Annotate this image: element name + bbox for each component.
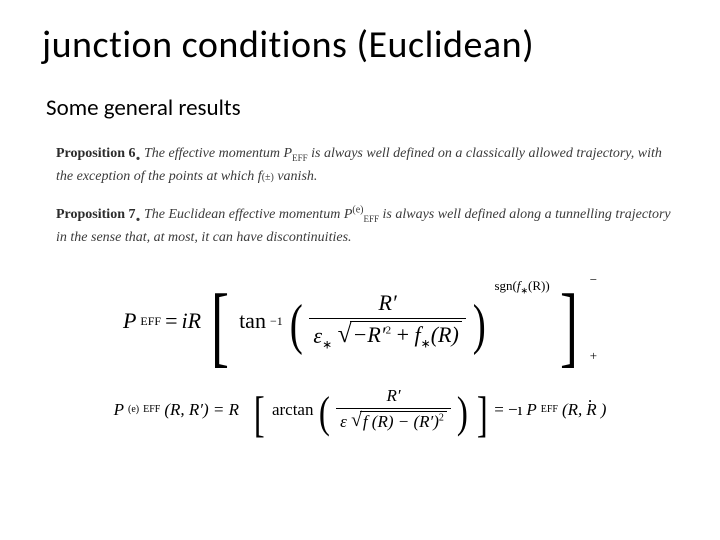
proposition-6: Proposition 6. The effective momentum PE… (56, 136, 674, 187)
eq1-fr: (R) (431, 322, 459, 347)
sqrt-icon: √ −R′2 + f∗(R) (338, 321, 462, 351)
prop7-peff-sup: (e) (352, 204, 363, 215)
eq2-rhs-args-close: ) (601, 400, 607, 420)
eq2-eps: ε (340, 412, 347, 431)
eq1-sqrt-a: −R′ (353, 322, 386, 347)
eq2-rhs: P (526, 400, 536, 420)
eq2-lhs-sup: (e) (128, 404, 139, 415)
prop6-text-a: The effective momentum (144, 146, 284, 161)
eq1-tan-sup: −1 (270, 314, 283, 329)
eq1-outer-exp: sgn(f∗(R)) (494, 278, 549, 364)
prop6-f-sub: (±) (262, 172, 274, 183)
proposition-7: Proposition 7. The Euclidean effective m… (56, 197, 674, 248)
subtitle: Some general results (46, 94, 678, 122)
eq1-sqrt-a-sup: 2 (386, 324, 392, 336)
prop7-lead: Proposition 7 (56, 207, 135, 222)
eq2-eq: = −ı (494, 400, 522, 420)
eq1-plus: + (397, 322, 415, 347)
eq2-lhs: P (114, 400, 124, 420)
eq1-lhs-sub: EFF (140, 314, 161, 329)
eq1-tan: tan (239, 308, 266, 334)
eq1-outer-top: − (590, 272, 597, 288)
eq1-frac: R′ ε∗ √ −R′2 + f∗(R) (309, 290, 465, 352)
eq1-lhs: P (123, 308, 136, 334)
prop6-peff-sub: EFF (292, 153, 308, 163)
eq1-sgn-r: (R)) (528, 278, 550, 293)
prop7-text-a: The Euclidean effective momentum (144, 207, 344, 222)
prop6-lead: Proposition 6 (56, 146, 135, 161)
sqrt-icon: √ f (R) − (R′)2 (351, 411, 447, 433)
eq1-f-sub: ∗ (421, 336, 431, 350)
eq2-rhs-args-open: (R, (562, 400, 582, 420)
eq1-eps-sub: ∗ (322, 337, 332, 351)
eq1-sgn: sgn( (494, 278, 516, 293)
eq2-rhs-sub: EFF (541, 404, 558, 415)
eq2-arctan: arctan (272, 400, 314, 420)
page-title: junction conditions (Euclidean) (42, 22, 678, 68)
prop7-peff-sub: EFF (363, 214, 379, 224)
eq2-lhs-sub: EFF (143, 404, 160, 415)
eq1-sgn-f-sub: ∗ (521, 286, 529, 296)
eq2-sqrt-sup: 2 (439, 412, 444, 423)
eq2-args: (R, R′) = R (164, 400, 239, 420)
eq1-eq: = (165, 308, 177, 334)
eq1-iR: iR (182, 308, 202, 334)
slide: junction conditions (Euclidean) Some gen… (0, 0, 720, 540)
eq1-limits: − + (590, 278, 597, 364)
prop6-peff: P (284, 146, 293, 161)
eq1-outer-bot: + (590, 348, 597, 364)
dot-icon: . (135, 200, 140, 230)
prop6-text-c: vanish. (277, 169, 317, 184)
eq1-eps: ε (313, 323, 322, 348)
equation-2: P(e)EFF (R, R′) = R [ arctan ( R′ ε √ f … (114, 386, 607, 433)
equations: PEFF = iR [ tan−1 ( R′ ε∗ √ −R′2 + f∗(R) (42, 278, 678, 433)
eq1-num: R′ (378, 290, 396, 315)
equation-1: PEFF = iR [ tan−1 ( R′ ε∗ √ −R′2 + f∗(R) (123, 278, 597, 364)
dot-icon: . (135, 139, 140, 169)
eq2-sqrt-inner: f (R) − (R′) (363, 412, 439, 431)
eq2-num: R′ (386, 386, 400, 405)
eq2-rhs-R: R (586, 400, 596, 420)
eq2-frac: R′ ε √ f (R) − (R′)2 (336, 386, 451, 433)
